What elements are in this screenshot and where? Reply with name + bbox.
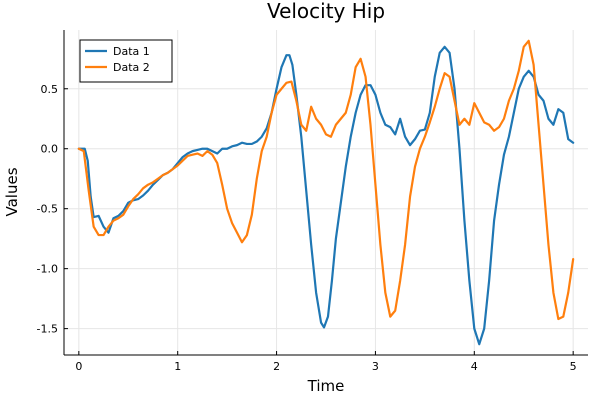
x-axis-label: Time [307, 377, 345, 395]
legend-box [79, 39, 173, 83]
y-tick: -1.0 [37, 263, 68, 276]
x-tick-label: 0 [75, 360, 82, 373]
y-tick-label: 0.5 [41, 83, 59, 96]
legend-label-data-2: Data 2 [113, 61, 150, 74]
series-line-data-1 [77, 45, 575, 346]
legend: Data 1 Data 2 [79, 39, 173, 83]
y-tick: 0.5 [41, 83, 68, 96]
series-group [77, 39, 575, 346]
x-tick-label: 2 [273, 360, 280, 373]
x-tick-label: 5 [570, 360, 577, 373]
x-tick-label: 1 [174, 360, 181, 373]
series-line-data-2 [77, 39, 575, 321]
y-tick-label: -1.0 [37, 263, 58, 276]
x-ticks: 0 1 2 3 4 5 [75, 351, 577, 373]
x-tick: 4 [471, 351, 478, 373]
y-tick-label: 0.0 [41, 143, 59, 156]
y-tick: 0.0 [41, 143, 68, 156]
y-tick: -0.5 [37, 203, 68, 216]
x-tick: 5 [570, 351, 577, 373]
y-axis-label: Values [3, 167, 21, 216]
y-ticks: -1.5 -1.0 -0.5 0.0 0.5 [37, 83, 68, 336]
legend-label-data-1: Data 1 [113, 45, 150, 58]
y-tick-label: -0.5 [37, 203, 58, 216]
x-tick: 0 [75, 351, 82, 373]
x-tick: 3 [372, 351, 379, 373]
axes-frame [63, 30, 588, 356]
x-tick: 2 [273, 351, 280, 373]
x-tick-label: 4 [471, 360, 478, 373]
y-tick: -1.5 [37, 323, 68, 336]
y-tick-label: -1.5 [37, 323, 58, 336]
x-tick: 1 [174, 351, 181, 373]
x-tick-label: 3 [372, 360, 379, 373]
chart-title: Velocity Hip [267, 0, 385, 23]
